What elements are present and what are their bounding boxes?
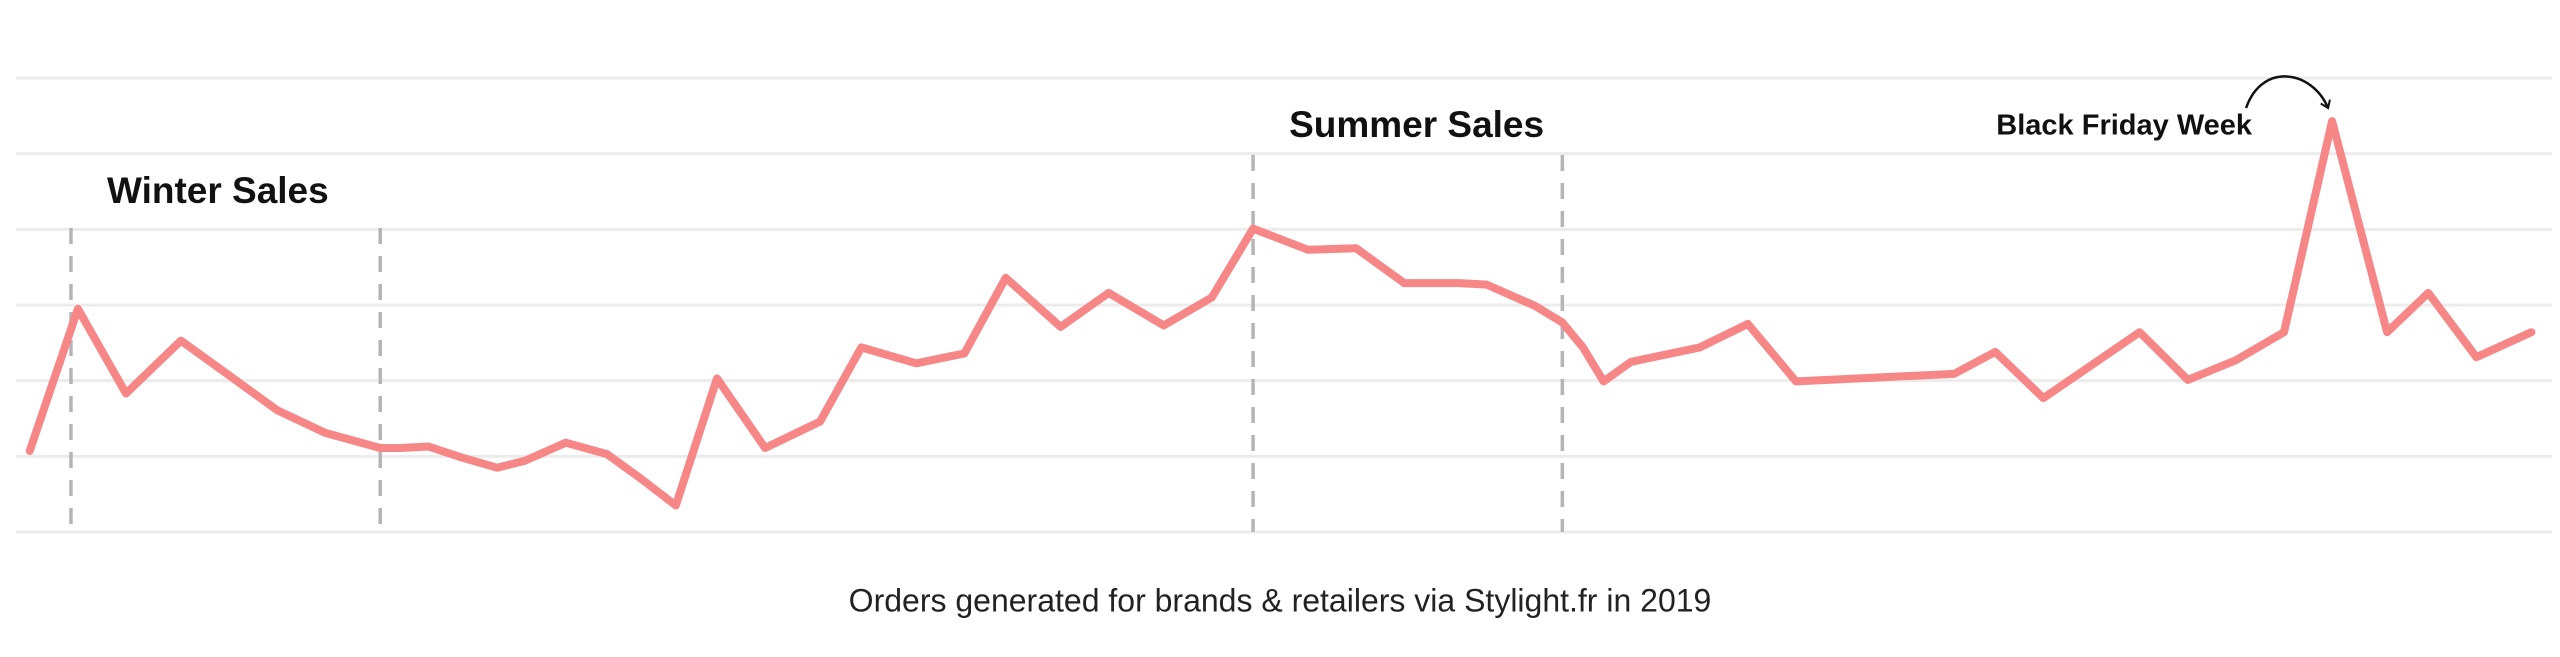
annotation-label: Summer Sales — [1289, 104, 1544, 145]
grid — [16, 76, 2552, 534]
annotation-arrow — [2244, 75, 2331, 110]
annotation-label: Winter Sales — [107, 170, 329, 211]
plot — [25, 117, 2536, 510]
annotation-label: Black Friday Week — [1996, 110, 2253, 142]
data-line — [25, 117, 2536, 510]
caption: Orders generated for brands & retailers … — [849, 582, 1712, 618]
annotations: Winter Sales Summer Sales Black Friday Wee… — [69, 75, 2331, 532]
